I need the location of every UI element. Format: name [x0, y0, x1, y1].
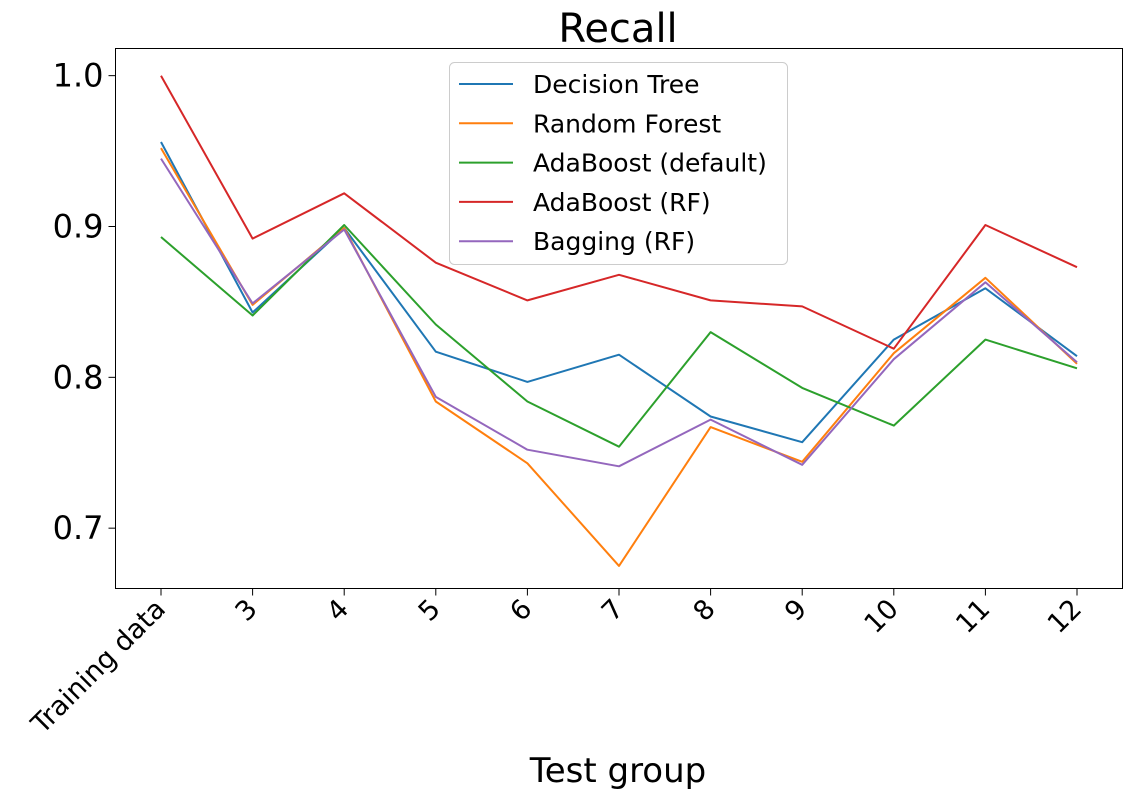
legend: Decision Tree Random Forest AdaBoost (defa… [449, 62, 788, 265]
legend-box [449, 62, 788, 265]
legend-label: Bagging (RF) [533, 227, 695, 256]
y-tick-label: 0.9 [53, 207, 104, 245]
y-tick-label: 0.8 [53, 358, 104, 396]
series-line-3 [160, 75, 1078, 350]
y-tick-label: 1.0 [53, 57, 104, 95]
y-tick-label: 0.7 [53, 509, 104, 547]
chart-title: Recall [558, 6, 677, 52]
y-axis: 0.7 0.8 0.9 1.0 [53, 57, 116, 547]
series-line-4 [160, 158, 1078, 468]
legend-label: Random Forest [533, 109, 721, 138]
x-axis-label: Test group [529, 751, 707, 791]
legend-label: AdaBoost (default) [533, 149, 767, 178]
series-layer [160, 75, 1078, 567]
legend-label: Decision Tree [533, 70, 699, 99]
legend-label: AdaBoost (RF) [533, 188, 711, 217]
